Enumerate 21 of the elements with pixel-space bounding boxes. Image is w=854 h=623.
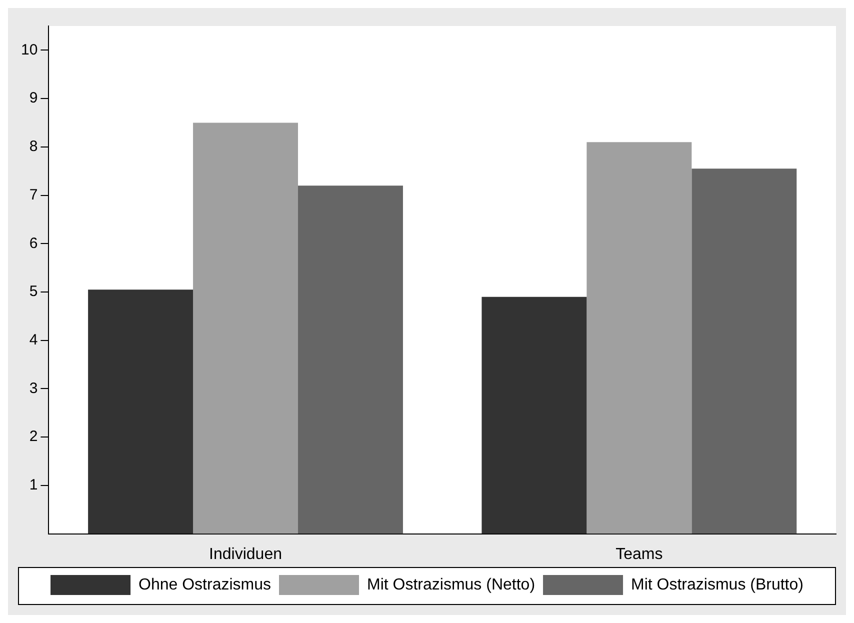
y-tick-label: 10 <box>20 41 38 58</box>
y-tick-label: 5 <box>29 283 38 300</box>
bar <box>298 186 403 534</box>
y-tick-label: 6 <box>29 234 38 252</box>
y-tick-label: 7 <box>29 186 38 204</box>
legend-label: Mit Ostrazismus (Netto) <box>367 576 536 594</box>
bar <box>482 296 587 534</box>
legend-label: Ohne Ostrazismus <box>138 576 272 594</box>
bar <box>88 290 194 534</box>
legend-label: Mit Ostrazismus (Brutto) <box>631 576 804 594</box>
bar <box>193 122 298 534</box>
y-tick-label: 3 <box>29 380 38 397</box>
x-tick-label: Teams <box>616 546 663 563</box>
y-tick-label: 4 <box>29 331 38 348</box>
x-tick-label: Individuen <box>209 546 282 563</box>
y-tick-label: 1 <box>29 476 38 494</box>
y-tick-label: 2 <box>29 428 38 446</box>
y-tick-label: 8 <box>29 138 38 156</box>
y-tick-label: 9 <box>29 90 38 107</box>
bar <box>586 142 692 534</box>
bar <box>692 168 797 534</box>
